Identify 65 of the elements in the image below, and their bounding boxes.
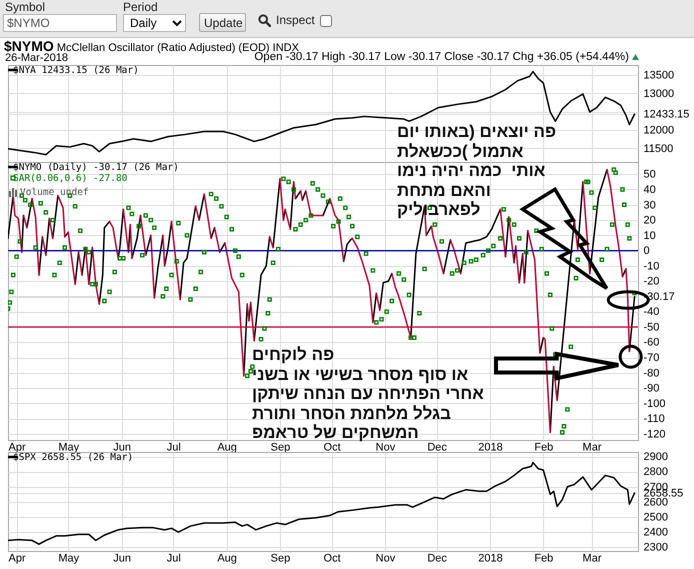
x-tick-label: Oct bbox=[324, 442, 341, 454]
text: Daily bbox=[123, 14, 186, 32]
y-tick-label: -60 bbox=[644, 336, 660, 349]
y-tick-label: 11500 bbox=[644, 142, 674, 155]
y-tick-label: -80 bbox=[644, 367, 660, 380]
x-tick-label: Mar bbox=[582, 442, 602, 454]
y-tick-label: 0 bbox=[644, 245, 650, 258]
x-tick-label: 2018 bbox=[478, 442, 503, 454]
text: Open -30.17 High -30.17 Low -30.17 Close -30.17 Chg +36.05 (+54.44%) bbox=[254, 51, 629, 64]
x-tick-label: Sep bbox=[270, 552, 290, 564]
y-tick-label: -90 bbox=[644, 382, 660, 395]
y-tick-label: 2400 bbox=[644, 526, 668, 539]
x-tick-label: Nov bbox=[376, 552, 396, 564]
text: Symbol bbox=[5, 0, 46, 14]
y-tick-label: 40 bbox=[644, 184, 656, 196]
x-tick-label: Jun bbox=[113, 442, 131, 454]
y-tick-label: -70 bbox=[644, 352, 660, 364]
y-tick-label: 13000 bbox=[644, 88, 674, 100]
y-tick-label: 13500 bbox=[644, 69, 674, 82]
y-tick-label: -110 bbox=[644, 413, 665, 426]
x-tick-label: May bbox=[58, 442, 80, 454]
x-tick-label: Apr bbox=[8, 552, 26, 564]
x-tick-label: Sep bbox=[270, 442, 290, 454]
y-tick-label: 2900 bbox=[644, 451, 668, 464]
x-tick-label: Jul bbox=[166, 442, 181, 454]
y-tick-label: -50 bbox=[644, 321, 660, 334]
text: Inspect bbox=[276, 13, 315, 27]
y-tick-label: 2800 bbox=[644, 466, 668, 478]
y-tick-label: 20 bbox=[644, 214, 656, 227]
x-tick-label: Apr bbox=[8, 442, 26, 454]
x-tick-label: Feb bbox=[534, 442, 554, 454]
legend-label: SAR(0.06,0.6) -27.80 bbox=[13, 173, 128, 184]
text: $NYMO (Daily) -30.17 (26 Mar) bbox=[13, 162, 179, 173]
annotation: Volume undef bbox=[20, 187, 89, 198]
text: Period bbox=[123, 0, 158, 14]
y-tick-label: 2600 bbox=[644, 496, 668, 508]
x-tick-label: Oct bbox=[324, 552, 341, 564]
line-series bbox=[8, 462, 636, 545]
text: $NYMO bbox=[3, 14, 117, 32]
y-tick-label: -120 bbox=[644, 428, 666, 440]
y-tick-label: 10 bbox=[644, 230, 656, 242]
x-tick-label: 2018 bbox=[478, 552, 503, 564]
x-tick-label: Jul bbox=[166, 552, 181, 564]
y-tick-label: -100 bbox=[644, 398, 666, 410]
y-tick-label: 2300 bbox=[644, 542, 668, 554]
x-tick-label: Nov bbox=[376, 442, 396, 454]
y-tick-label: 50 bbox=[644, 168, 656, 181]
annotation: פה לוקחים או סוף מסחר בשישי או בשני אחרי הפתיחה עם הנחה שיתקן בגלל מלחמת הסחר ותורת המשחקים של טראמפ bbox=[252, 345, 484, 442]
x-tick-label: Aug bbox=[217, 552, 237, 564]
text: Update bbox=[199, 13, 246, 32]
chart-subtitle: 26-Mar-2018 bbox=[5, 52, 68, 64]
y-tick-label: 12000 bbox=[644, 124, 674, 137]
x-tick-label: Aug bbox=[217, 442, 237, 454]
y-tick-label: -10 bbox=[644, 260, 660, 272]
x-tick-label: Feb bbox=[534, 552, 554, 564]
x-tick-label: Mar bbox=[582, 552, 602, 564]
x-tick-label: Dec bbox=[427, 552, 448, 564]
y-tick-label: 2500 bbox=[644, 511, 668, 524]
y-tick-label: -20 bbox=[644, 276, 660, 288]
y-tick-label: 12433.15 bbox=[644, 108, 690, 121]
x-tick-label: May bbox=[58, 552, 80, 564]
y-tick-label: -40 bbox=[644, 306, 660, 318]
x-tick-label: Dec bbox=[427, 442, 448, 454]
x-tick-label: Jun bbox=[113, 552, 131, 564]
y-tick-label: 30 bbox=[644, 199, 656, 212]
